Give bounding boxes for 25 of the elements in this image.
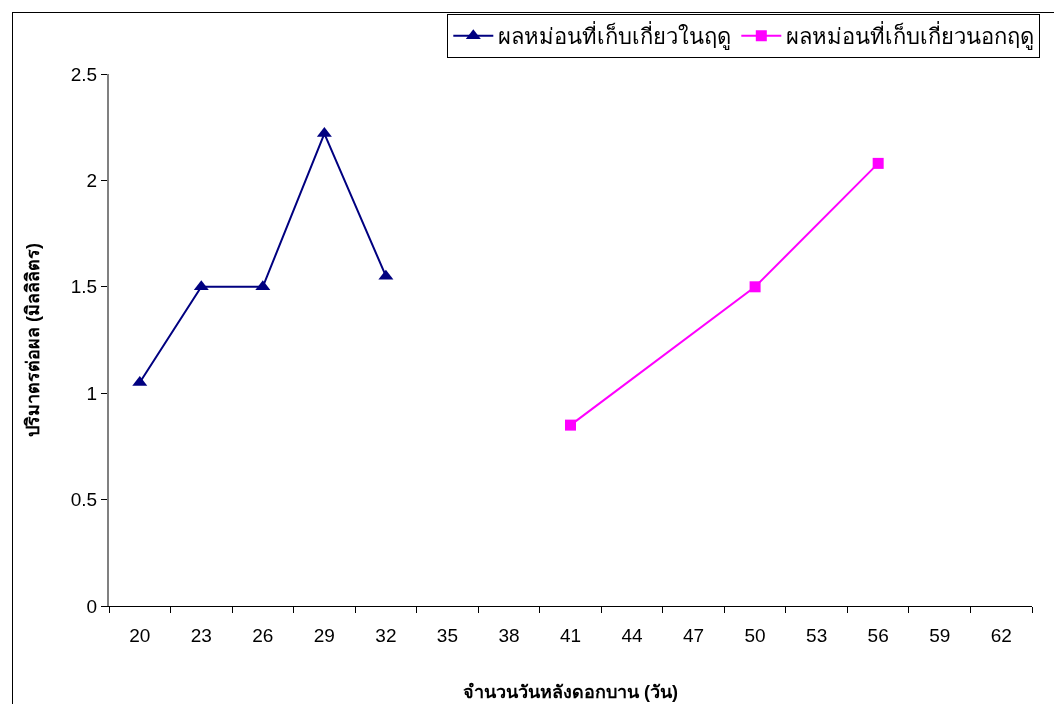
x-tick-label: 44 — [621, 624, 644, 646]
y-tick-label: 0.5 — [70, 489, 98, 511]
x-tick-label: 26 — [252, 624, 274, 646]
x-tick-label: 29 — [313, 624, 335, 646]
y-tick-label: 1 — [86, 382, 98, 404]
x-tick-label: 38 — [498, 624, 520, 646]
y-tick-label: 1.5 — [70, 276, 98, 298]
y-tick-label: 0 — [86, 595, 98, 617]
x-tick-label: 53 — [806, 624, 828, 646]
x-tick-label: 56 — [867, 624, 889, 646]
x-tick-label: 62 — [990, 624, 1012, 646]
legend-label: ผลหม่อนที่เก็บเกี่ยวนอกฤดู — [786, 21, 1035, 51]
x-tick-label: 50 — [744, 624, 766, 646]
x-tick-label: 59 — [929, 624, 951, 646]
x-tick-label: 23 — [190, 624, 212, 646]
x-tick-label: 41 — [559, 624, 582, 646]
x-tick-label: 47 — [683, 624, 705, 646]
y-axis-title: ปริมาตรต่อผล (มิลลิลิตร) — [23, 243, 44, 437]
x-tick-label: 35 — [436, 624, 458, 646]
x-axis-title: จำนวนวันหลังดอกบาน (วัน) — [463, 681, 678, 702]
legend-label: ผลหม่อนที่เก็บเกี่ยวในฤดู — [498, 21, 732, 51]
y-tick-label: 2 — [86, 170, 98, 192]
x-tick-label: 20 — [129, 624, 151, 646]
x-tick-label: 32 — [375, 624, 397, 646]
y-tick-label: 2.5 — [70, 63, 98, 85]
